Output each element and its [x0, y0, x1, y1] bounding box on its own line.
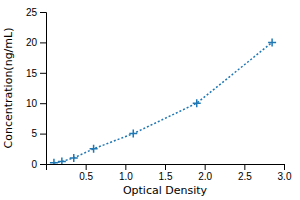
x-tick-mark	[205, 164, 206, 170]
series	[50, 38, 276, 164]
point	[129, 130, 137, 138]
x-tick: 2.5	[238, 164, 252, 182]
y-tick: 20	[26, 37, 46, 48]
x-tick: 1.0	[119, 164, 133, 182]
y-tick: 15	[26, 68, 46, 79]
y-tick-mark	[40, 164, 46, 165]
y-axis-line	[40, 13, 47, 165]
x-tick: 1.5	[159, 164, 173, 182]
point	[70, 154, 78, 162]
x-tick-mark	[86, 164, 87, 170]
x-axis: 0.5 1.0 1.5 2.0 2.5 3.0	[47, 164, 292, 182]
x-tick: 3.0	[278, 164, 292, 182]
y-axis: 0 5 10 15 20 25	[26, 7, 47, 170]
y-tick-label: 15	[26, 68, 38, 79]
x-tick-label: 1.0	[119, 171, 133, 182]
plot: 0.5 1.0 1.5 2.0 2.5 3.0 0 5 10 15 20 25	[26, 7, 292, 182]
x-tick-label: 3.0	[278, 171, 292, 182]
y-tick: 10	[26, 98, 46, 109]
point	[193, 99, 201, 107]
y-tick-mark	[40, 73, 46, 74]
x-tick-mark	[125, 164, 126, 170]
y-tick: 0	[31, 159, 46, 170]
x-tick-mark	[284, 164, 285, 170]
x-tick: 2.0	[198, 164, 212, 182]
point	[58, 158, 66, 164]
y-tick-label: 10	[26, 98, 38, 109]
x-tick-label: 2.0	[198, 171, 212, 182]
y-tick-label: 5	[31, 128, 37, 139]
y-tick-label: 25	[26, 7, 38, 18]
x-axis-title: Optical Density	[123, 184, 208, 197]
point	[50, 159, 58, 164]
y-tick-label: 20	[26, 37, 38, 48]
y-tick-label: 0	[31, 159, 37, 170]
y-tick-mark	[40, 12, 46, 13]
y-axis-title: Concentration(ng/mL)	[2, 28, 15, 149]
y-tick: 5	[31, 128, 46, 139]
line	[54, 42, 272, 162]
x-tick-label: 2.5	[238, 171, 252, 182]
x-tick-mark	[244, 164, 245, 170]
x-tick-mark	[165, 164, 166, 170]
x-tick: 0.5	[79, 164, 93, 182]
point	[268, 38, 276, 46]
x-tick-label: 1.5	[159, 171, 173, 182]
x-axis-line	[47, 165, 285, 171]
point	[90, 145, 98, 153]
y-tick: 25	[26, 7, 46, 18]
y-tick-mark	[40, 42, 46, 43]
y-tick-mark	[40, 134, 46, 135]
y-tick-mark	[40, 103, 46, 104]
x-tick-label: 0.5	[79, 171, 93, 182]
chart: 0.5 1.0 1.5 2.0 2.5 3.0 0 5 10 15 20 25 Optical Dens…	[0, 0, 300, 200]
